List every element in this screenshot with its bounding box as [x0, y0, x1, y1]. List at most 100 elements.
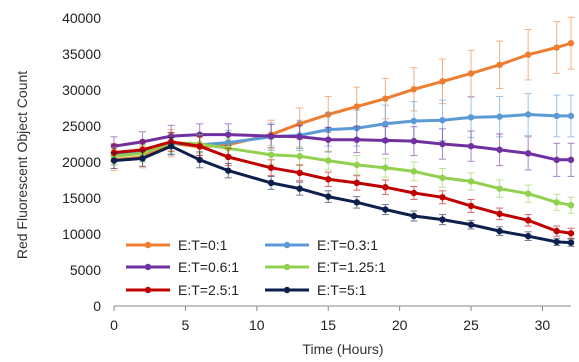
y-tick-label: 5000 — [70, 262, 101, 278]
data-point — [353, 179, 360, 187]
data-point — [567, 230, 575, 237]
legend-label: E:T=1.25:1 — [317, 259, 386, 275]
x-tick-label: 10 — [249, 317, 265, 333]
series-line — [112, 144, 573, 245]
axes: 0 5000 10000 15000 20000 25000 30000 35000 40000… — [62, 10, 571, 333]
legend-marker — [144, 263, 152, 271]
data-point — [524, 51, 532, 58]
legend-marker — [144, 241, 152, 249]
data-point — [553, 238, 560, 246]
legend-item: E:T=0:1 — [126, 237, 228, 253]
data-point — [225, 167, 232, 174]
x-tick-label: 5 — [182, 317, 190, 333]
data-point — [382, 184, 389, 191]
data-point — [410, 86, 418, 93]
series-line — [112, 133, 573, 162]
data-point — [267, 151, 275, 158]
data-point — [496, 146, 503, 153]
data-point — [382, 137, 389, 144]
data-point — [325, 157, 332, 164]
data-point — [382, 95, 389, 102]
data-point — [496, 185, 503, 192]
data-point — [524, 111, 532, 118]
data-point — [225, 131, 232, 138]
y-tick-label: 0 — [93, 298, 101, 314]
data-point — [524, 217, 532, 224]
legend-marker — [283, 263, 291, 271]
data-point — [325, 193, 332, 200]
y-tick-label: 20000 — [62, 154, 101, 170]
data-point — [296, 153, 303, 160]
data-point — [225, 153, 232, 161]
data-point — [553, 44, 560, 51]
data-point — [382, 164, 389, 171]
y-axis-title: Red Fluorescent Object Count — [14, 71, 30, 259]
data-point — [382, 120, 389, 128]
data-point — [496, 210, 503, 218]
y-tick-label: 10000 — [62, 226, 101, 242]
series-6 — [110, 137, 575, 247]
series-1 — [110, 16, 575, 172]
y-tick-label: 25000 — [62, 118, 101, 134]
legend-item: E:T=0.3:1 — [265, 237, 378, 253]
data-point — [567, 239, 575, 246]
data-point — [353, 103, 360, 110]
data-point — [567, 40, 575, 47]
x-tick-label: 0 — [110, 317, 118, 333]
y-tick-label: 15000 — [62, 190, 101, 206]
legend-label: E:T=0.3:1 — [317, 237, 378, 253]
data-point — [553, 112, 560, 120]
data-point — [467, 142, 475, 150]
data-point — [439, 78, 446, 85]
data-point — [439, 194, 446, 201]
legend-item: E:T=5:1 — [265, 282, 367, 298]
legend-item: E:T=0.6:1 — [126, 259, 239, 275]
data-point — [553, 156, 560, 164]
data-point — [524, 190, 532, 197]
data-point — [410, 117, 418, 125]
data-point — [410, 137, 418, 145]
data-point — [467, 221, 475, 228]
legend-item: E:T=2.5:1 — [126, 282, 239, 298]
data-point — [467, 114, 475, 121]
series-layer — [110, 16, 575, 247]
data-point — [353, 136, 360, 143]
data-point — [467, 178, 475, 185]
legend-label: E:T=2.5:1 — [178, 282, 239, 298]
data-point — [410, 189, 418, 197]
legend-marker — [283, 241, 291, 249]
y-tick-label: 40000 — [62, 10, 101, 26]
data-point — [567, 156, 575, 164]
data-point — [496, 61, 503, 68]
x-axis-title: Time (Hours) — [302, 341, 383, 357]
series-2 — [110, 93, 575, 166]
legend-label: E:T=5:1 — [317, 282, 367, 298]
data-point — [524, 232, 532, 240]
data-point — [524, 150, 532, 157]
data-point — [267, 164, 275, 171]
data-point — [139, 146, 146, 153]
data-point — [296, 133, 303, 140]
legend: E:T=0:1 E:T=0.3:1 E:T=0.6:1 E:T=1.25:1 E:T=2… — [126, 237, 386, 298]
legend-marker — [144, 286, 152, 294]
y-tick-label: 30000 — [62, 82, 101, 98]
data-point — [439, 216, 446, 223]
data-point — [439, 117, 446, 124]
data-point — [296, 169, 303, 176]
series-5 — [110, 131, 575, 239]
data-point — [267, 179, 275, 187]
data-point — [553, 227, 560, 235]
x-tick-label: 25 — [463, 317, 479, 333]
data-point — [410, 168, 418, 175]
data-point — [439, 174, 446, 182]
x-tick-label: 15 — [320, 317, 336, 333]
x-tick-label: 20 — [392, 317, 408, 333]
data-point — [467, 70, 475, 77]
data-point — [496, 113, 503, 120]
data-point — [325, 176, 332, 183]
data-point — [439, 140, 446, 148]
data-point — [553, 199, 560, 206]
data-point — [325, 136, 332, 143]
data-point — [139, 155, 146, 162]
